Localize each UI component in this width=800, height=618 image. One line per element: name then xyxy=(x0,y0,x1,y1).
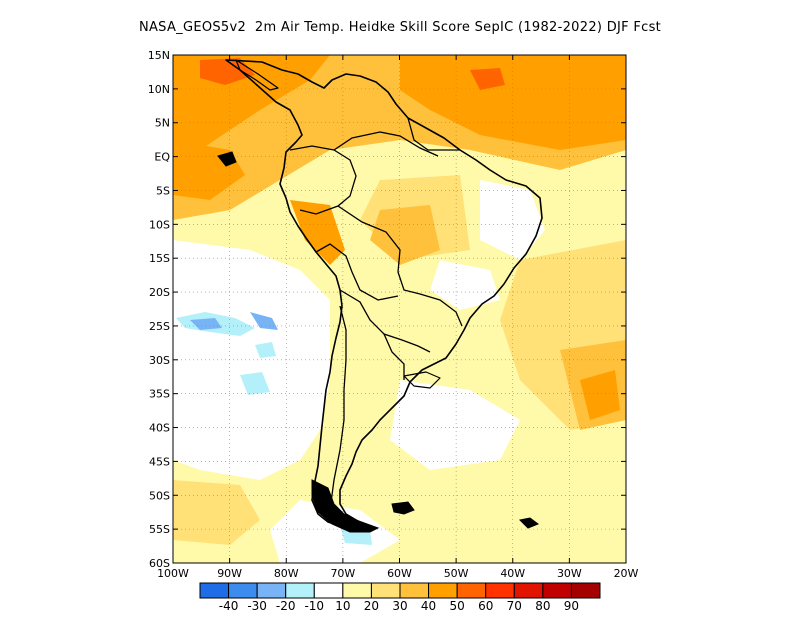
lon-tick-label: 80W xyxy=(274,567,299,580)
lat-tick-label: 45S xyxy=(149,455,170,468)
lat-tick-label: 30S xyxy=(149,354,170,367)
colorbar-swatch xyxy=(285,582,315,599)
colorbar-swatch xyxy=(313,582,344,599)
lat-tick-label: 10N xyxy=(148,83,170,96)
country-borders xyxy=(289,117,463,511)
lat-tick-label: 5S xyxy=(156,184,170,197)
colorbar-swatch xyxy=(513,582,544,599)
lat-tick-label: 60S xyxy=(149,557,170,570)
colorbar-label: 70 xyxy=(507,599,522,613)
lon-tick-label: 60W xyxy=(387,567,412,580)
colorbar-label: 50 xyxy=(450,599,465,613)
colorbar-label: 20 xyxy=(364,599,379,613)
colorbar-label: -10 xyxy=(304,599,324,613)
colorbar-label: -20 xyxy=(276,599,296,613)
lat-tick-label: EQ xyxy=(154,151,170,164)
skill-field xyxy=(173,55,626,563)
colorbar-label: 40 xyxy=(421,599,436,613)
colorbar-swatch xyxy=(570,582,601,599)
lat-tick-label: 40S xyxy=(149,422,170,435)
latitude-axis: 15N 10N 5N EQ 5S 10S 15S 20S 25S 30S 35S 40S 45S 50S 5… xyxy=(148,49,626,570)
colorbar-label: -30 xyxy=(247,599,267,613)
plot-title: NASA_GEOS5v2 2m Air Temp. Heidke Skill S… xyxy=(138,20,662,35)
colorbar-label: 90 xyxy=(564,599,579,613)
colorbar-label: 30 xyxy=(392,599,407,613)
colorbar-swatch xyxy=(256,582,287,599)
lon-tick-label: 20W xyxy=(614,567,639,580)
colorbar-label: -40 xyxy=(219,599,239,613)
lon-tick-label: 100W xyxy=(157,567,189,580)
colorbar-label: 60 xyxy=(478,599,493,613)
colorbar: -40 -30 -20 -10 10 20 30 40 50 60 70 80 90 xyxy=(199,582,601,613)
lat-tick-label: 5N xyxy=(155,117,170,130)
lon-tick-label: 30W xyxy=(557,567,582,580)
colorbar-swatch xyxy=(228,582,258,599)
colorbar-label: 10 xyxy=(335,599,350,613)
lat-tick-label: 25S xyxy=(149,320,170,333)
lat-tick-label: 10S xyxy=(149,218,170,231)
lat-tick-label: 55S xyxy=(149,523,170,536)
colorbar-swatch xyxy=(342,582,372,599)
lat-tick-label: 35S xyxy=(149,388,170,401)
lon-tick-label: 50W xyxy=(444,567,469,580)
colorbar-swatch xyxy=(542,582,572,599)
colorbar-label: 80 xyxy=(535,599,550,613)
colorbar-swatch xyxy=(456,582,487,599)
lat-tick-label: 15N xyxy=(148,49,170,62)
lat-tick-label: 20S xyxy=(149,286,170,299)
longitude-axis: 100W 90W 80W 70W 60W 50W 40W 30W 20W xyxy=(157,55,639,580)
colorbar-swatch xyxy=(485,582,515,599)
islands xyxy=(217,151,540,533)
colorbar-swatch xyxy=(370,582,401,599)
lat-tick-label: 50S xyxy=(149,489,170,502)
gridlines xyxy=(173,55,626,563)
lon-tick-label: 70W xyxy=(330,567,355,580)
lat-tick-label: 15S xyxy=(149,252,170,265)
coastline xyxy=(225,59,543,531)
lon-tick-label: 90W xyxy=(217,567,242,580)
lon-tick-label: 40W xyxy=(500,567,525,580)
colorbar-swatch xyxy=(199,582,230,599)
colorbar-swatch xyxy=(399,582,430,599)
colorbar-swatch xyxy=(428,582,458,599)
